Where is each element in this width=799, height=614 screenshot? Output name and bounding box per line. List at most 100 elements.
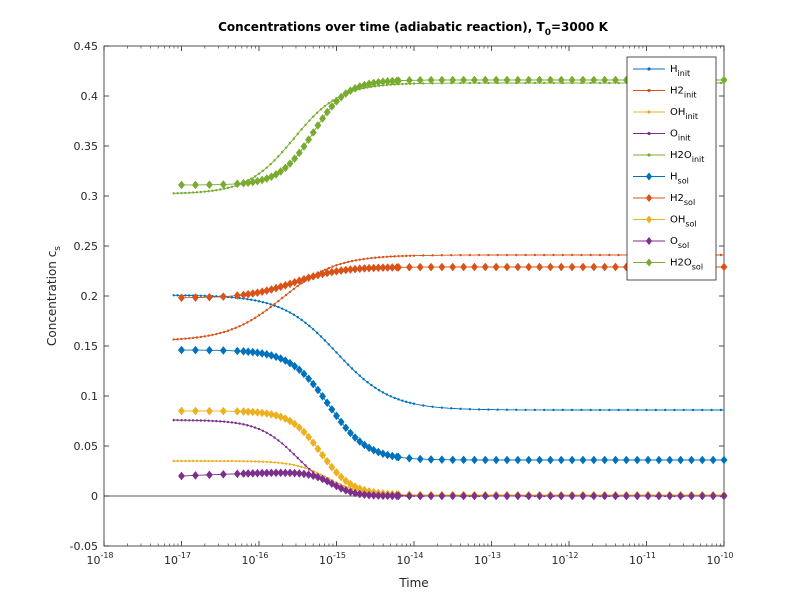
data-point (342, 423, 350, 433)
data-point (308, 324, 311, 328)
data-point (288, 463, 292, 466)
data-point (296, 284, 299, 288)
data-point (273, 302, 276, 306)
y-tick-label: 0.3 (81, 190, 99, 203)
data-point (277, 354, 285, 363)
data-point (470, 491, 478, 501)
data-point (230, 328, 234, 331)
data-point (267, 409, 275, 419)
data-point (265, 166, 268, 169)
data-point (191, 336, 195, 340)
data-point (246, 424, 249, 427)
data-point (460, 455, 468, 465)
data-point (211, 189, 214, 192)
data-point (273, 159, 276, 162)
data-point (269, 303, 272, 306)
x-tick-label: 10-12 (551, 551, 578, 567)
data-point (300, 469, 308, 479)
data-point (222, 330, 226, 334)
data-point (546, 75, 554, 85)
data-point (172, 338, 175, 341)
data-point (673, 408, 676, 412)
data-point (203, 294, 206, 298)
data-point (309, 379, 317, 389)
data-point (698, 491, 706, 501)
data-point (304, 321, 307, 325)
data-point (323, 268, 327, 271)
data-point (431, 405, 434, 408)
data-point (505, 253, 509, 257)
data-point (191, 180, 199, 190)
data-point (524, 253, 527, 257)
data-point (655, 491, 663, 501)
data-point (633, 455, 641, 465)
data-point (682, 408, 685, 412)
data-point (598, 253, 602, 257)
legend-item: H2init (633, 86, 697, 100)
data-point (663, 408, 667, 412)
data-point (470, 455, 478, 465)
data-point (598, 81, 602, 85)
data-point (389, 255, 392, 258)
data-point (242, 423, 245, 426)
legend-item: Hinit (633, 64, 690, 78)
data-point (543, 253, 546, 257)
data-point (339, 355, 342, 358)
data-point (343, 484, 346, 488)
data-point (405, 453, 413, 463)
data-point (244, 347, 252, 357)
data-point (360, 490, 368, 500)
data-point (468, 253, 471, 257)
chart-title-subscript: 0 (545, 28, 551, 38)
data-point (296, 132, 299, 136)
data-point (265, 431, 268, 434)
x-tick-label: 10-16 (241, 551, 268, 567)
data-point (351, 488, 359, 498)
data-point (524, 81, 527, 85)
x-axis-title: Time (398, 576, 428, 590)
data-point (405, 262, 413, 272)
data-point (292, 453, 296, 456)
data-point (257, 314, 261, 317)
data-point (305, 374, 313, 384)
data-point (291, 468, 299, 478)
x-tick-label: 10-14 (396, 551, 423, 567)
data-point (589, 253, 592, 257)
data-point (253, 407, 261, 417)
data-point (281, 296, 284, 300)
data-point (199, 190, 203, 194)
data-point (257, 172, 261, 175)
data-point (296, 316, 299, 319)
data-point (351, 433, 359, 442)
data-point (408, 254, 412, 257)
data-point (300, 142, 308, 151)
data-point (269, 433, 272, 437)
data-point (281, 150, 284, 154)
data-point (384, 491, 392, 501)
series-o-sol (177, 468, 728, 501)
data-point (346, 260, 350, 264)
data-point (611, 491, 620, 501)
data-point (362, 257, 365, 261)
data-point (405, 491, 413, 501)
data-point (568, 75, 576, 85)
data-point (327, 102, 330, 105)
data-point (335, 264, 338, 267)
data-point (205, 292, 213, 302)
data-point (323, 398, 331, 408)
data-point (346, 428, 354, 438)
data-point (608, 408, 611, 412)
y-tick-label: 0.05 (74, 440, 99, 453)
data-point (191, 191, 195, 194)
legend-marker (645, 194, 653, 202)
data-point (172, 192, 175, 195)
data-point (691, 408, 695, 412)
data-point (315, 111, 319, 115)
data-point (536, 491, 544, 501)
data-point (608, 253, 611, 257)
data-point (393, 396, 396, 400)
data-point (300, 128, 303, 131)
data-point (438, 262, 446, 272)
data-point (211, 459, 214, 463)
data-point (238, 422, 241, 425)
